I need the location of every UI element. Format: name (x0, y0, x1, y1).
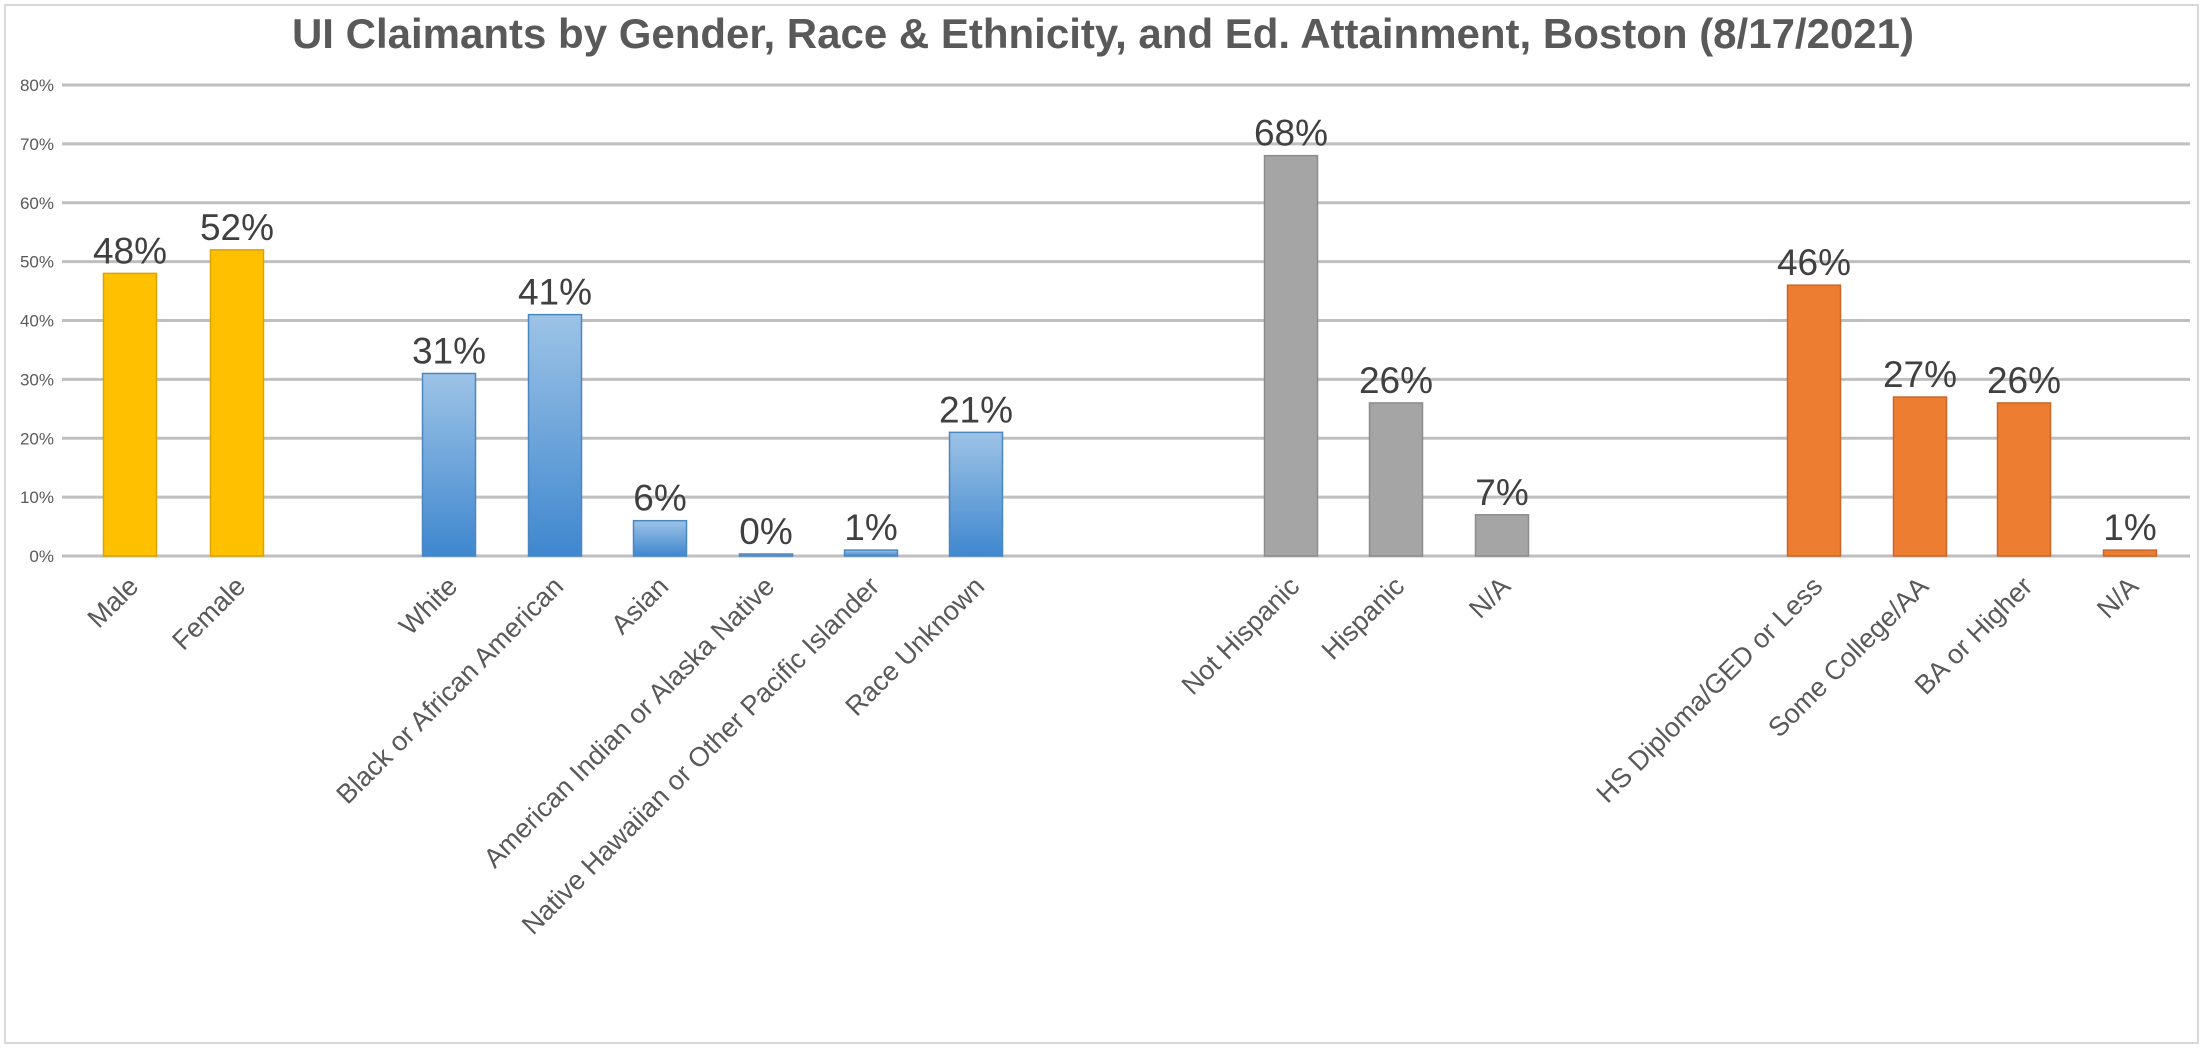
data-label: 27% (1883, 354, 1957, 395)
x-tick-label: Female (166, 571, 251, 656)
bar (1786, 284, 1842, 557)
gridlines (62, 83, 2190, 558)
bar (1263, 154, 1319, 557)
bar (843, 549, 899, 557)
x-tick-label: Native Hawaiian or Other Pacific Islande… (516, 571, 885, 940)
data-label: 6% (633, 478, 686, 519)
bar (1474, 514, 1530, 557)
y-tick-label: 70% (20, 135, 54, 154)
x-tick-label: Black or African American (330, 571, 569, 810)
data-label: 26% (1359, 360, 1433, 401)
bar (1892, 396, 1948, 557)
bar (2102, 549, 2158, 557)
x-tick-label: White (393, 571, 463, 641)
x-tick-label: Not Hispanic (1176, 571, 1305, 700)
data-label: 48% (93, 230, 167, 271)
data-label: 31% (412, 330, 486, 371)
x-tick-label: Asian (605, 571, 674, 640)
bars (102, 154, 2158, 557)
y-tick-label: 30% (20, 370, 54, 389)
data-labels: 48% 52% 31% 41% 6% 0% 1% 21% 68% 26% 7% 46% 27% 26% 1% (93, 113, 2157, 552)
data-label: 52% (200, 207, 274, 248)
y-tick-label: 20% (20, 429, 54, 448)
y-tick-label: 80% (20, 76, 54, 95)
data-label: 1% (2103, 507, 2156, 548)
y-tick-label: 10% (20, 488, 54, 507)
x-tick-label: Male (82, 571, 145, 634)
data-label: 26% (1987, 360, 2061, 401)
bar (209, 249, 265, 557)
y-axis-ticks: 0% 10% 20% 30% 40% 50% 60% 70% 80% (20, 76, 54, 566)
chart-title: UI Claimants by Gender, Race & Ethnicity… (292, 10, 1914, 57)
bar (948, 431, 1004, 557)
bar (1368, 402, 1424, 557)
y-tick-label: 50% (20, 253, 54, 272)
bar (421, 372, 477, 557)
bar (738, 553, 794, 557)
data-label: 7% (1475, 472, 1528, 513)
x-tick-label: Hispanic (1316, 571, 1410, 665)
y-tick-label: 0% (29, 547, 54, 566)
data-label: 21% (939, 389, 1013, 430)
data-label: 1% (844, 507, 897, 548)
bar (527, 313, 583, 557)
bar (1996, 402, 2052, 557)
bar (102, 272, 158, 557)
x-tick-label: HS Diploma/GED or Less (1591, 571, 1829, 809)
x-tick-label: N/A (1463, 571, 1516, 624)
data-label: 41% (518, 272, 592, 313)
data-label: 0% (739, 511, 792, 552)
data-label: 46% (1777, 242, 1851, 283)
y-tick-label: 60% (20, 194, 54, 213)
bar (632, 519, 688, 557)
data-label: 68% (1254, 113, 1328, 154)
x-tick-label: N/A (2091, 571, 2144, 624)
y-tick-label: 40% (20, 312, 54, 331)
